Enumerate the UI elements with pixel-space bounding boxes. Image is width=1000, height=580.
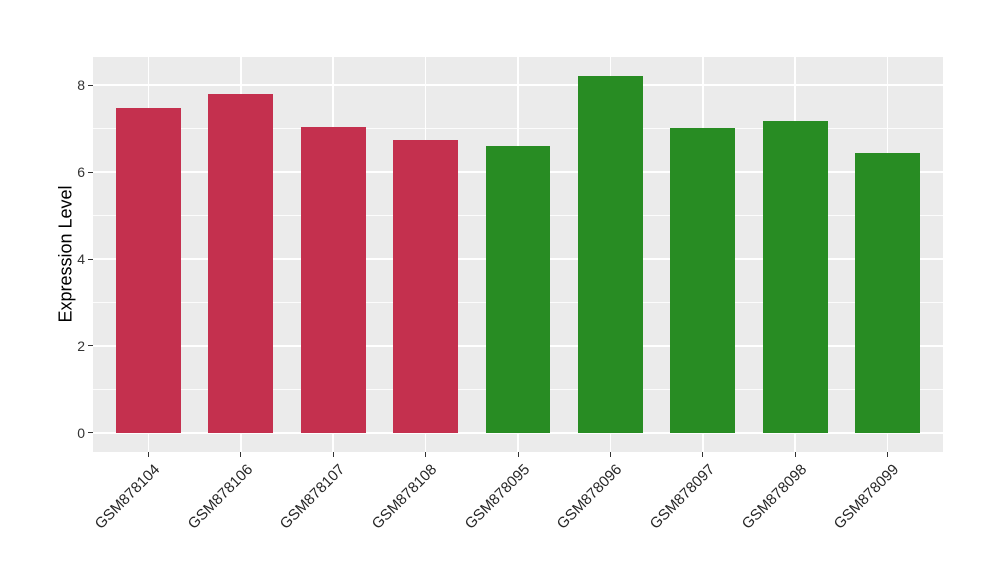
plot-panel bbox=[93, 57, 943, 452]
y-tick-label: 4 bbox=[77, 251, 85, 268]
x-tick-mark bbox=[887, 452, 889, 457]
y-tick-label: 0 bbox=[77, 424, 85, 441]
x-tick-mark bbox=[240, 452, 242, 457]
y-tick-label: 6 bbox=[77, 164, 85, 181]
x-tick-mark bbox=[794, 452, 796, 457]
bar-GSM878104 bbox=[116, 107, 181, 433]
x-tick-mark bbox=[702, 452, 704, 457]
x-tick-label: GSM878099 bbox=[731, 461, 903, 533]
bar-GSM878095 bbox=[485, 146, 551, 433]
y-tick-mark bbox=[88, 84, 93, 86]
x-tick-mark bbox=[609, 452, 611, 457]
y-tick-mark bbox=[88, 258, 93, 260]
x-tick-mark bbox=[332, 452, 334, 457]
bar-GSM878096 bbox=[578, 75, 643, 433]
y-axis-title: Expression Level bbox=[55, 185, 76, 323]
bar-GSM878108 bbox=[393, 139, 458, 433]
y-tick-label: 8 bbox=[77, 77, 85, 94]
x-tick-mark bbox=[147, 452, 149, 457]
y-tick-mark bbox=[88, 432, 93, 434]
y-tick-label: 2 bbox=[77, 337, 85, 354]
y-tick-mark bbox=[88, 171, 93, 173]
bar-GSM878098 bbox=[762, 120, 828, 433]
bar-GSM878106 bbox=[208, 94, 274, 433]
y-tick-mark bbox=[88, 345, 93, 347]
bar-GSM878099 bbox=[855, 153, 920, 433]
x-tick-mark bbox=[425, 452, 427, 457]
bar-GSM878097 bbox=[670, 127, 736, 433]
x-tick-label-text: GSM878099 bbox=[830, 461, 903, 533]
x-tick-mark bbox=[517, 452, 519, 457]
bar-GSM878107 bbox=[300, 127, 366, 433]
